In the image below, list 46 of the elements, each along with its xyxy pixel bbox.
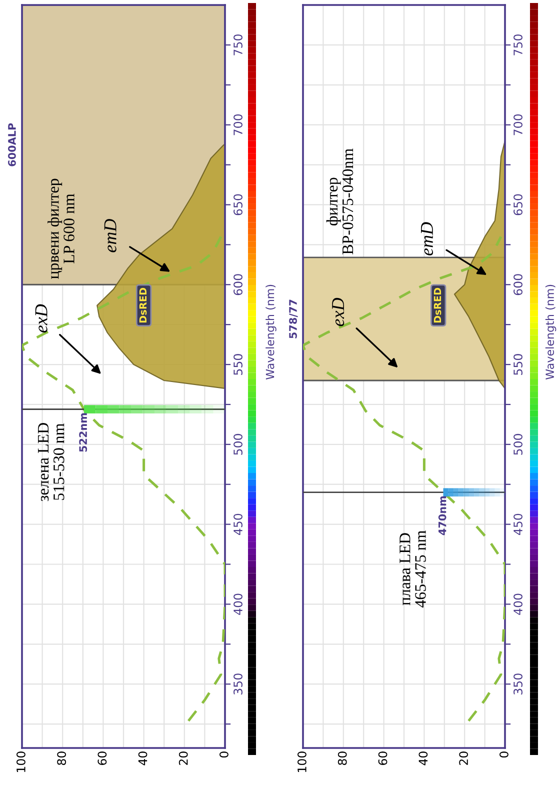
x-tick-label: 0 [219,752,228,758]
x-tick-label: 100 [297,752,306,772]
x-tick-label: 80 [57,752,66,765]
annotation: црвени филтер LP 600 nm [48,178,74,279]
x-tick-label: 0 [499,752,508,758]
x-tick-label: 100 [16,752,26,772]
x-tick-label: 20 [178,752,188,765]
text: 600ALP [8,123,16,166]
annotation: DsRED [434,288,442,323]
x-tick-label: 20 [459,752,468,765]
ref-line-label: 522nm [79,413,88,452]
annotation: DsRED [139,288,147,323]
y-tick-label: 600 [234,274,242,296]
y-tick-label: 700 [234,114,242,136]
x-tick-label: 80 [338,752,347,765]
ref-line-label: 470nm [438,496,446,536]
annotation: филтер BP-0575-040nm [326,148,354,254]
y-tick-label: 750 [234,34,242,56]
y-tick-label: 400 [234,594,242,615]
y-axis-title: Wavelength (nm) [266,284,276,380]
y-tick-label: 600 [514,274,522,296]
y-tick-label: 350 [234,674,242,694]
y-axis-title: Wavelength (nm) [545,284,556,380]
y-tick-label: 400 [514,594,522,615]
y-tick-label: 500 [234,434,242,455]
annotation: exD [35,304,48,333]
x-tick-label: 40 [138,752,148,766]
annotation: emD [104,218,116,252]
x-tick-label: 60 [378,752,388,765]
annotation: зелена LED 515-530 nm [38,423,64,502]
x-tick-label: 40 [418,752,428,766]
y-tick-label: 550 [234,354,242,375]
annotation: плава LED 465-475 nm [400,530,426,608]
y-tick-label: 350 [514,674,522,694]
y-tick-label: 450 [234,514,242,535]
y-tick-label: 550 [514,354,522,375]
annotation: emD [421,222,434,256]
y-tick-label: 700 [514,114,522,136]
y-tick-label: 650 [234,194,242,216]
y-tick-label: 750 [514,34,522,56]
annotation: exD [332,298,344,326]
y-tick-label: 450 [514,514,522,535]
y-tick-label: 650 [514,194,522,216]
text: 578/77 [289,300,298,338]
y-tick-label: 500 [514,434,522,455]
x-tick-label: 60 [98,752,107,765]
